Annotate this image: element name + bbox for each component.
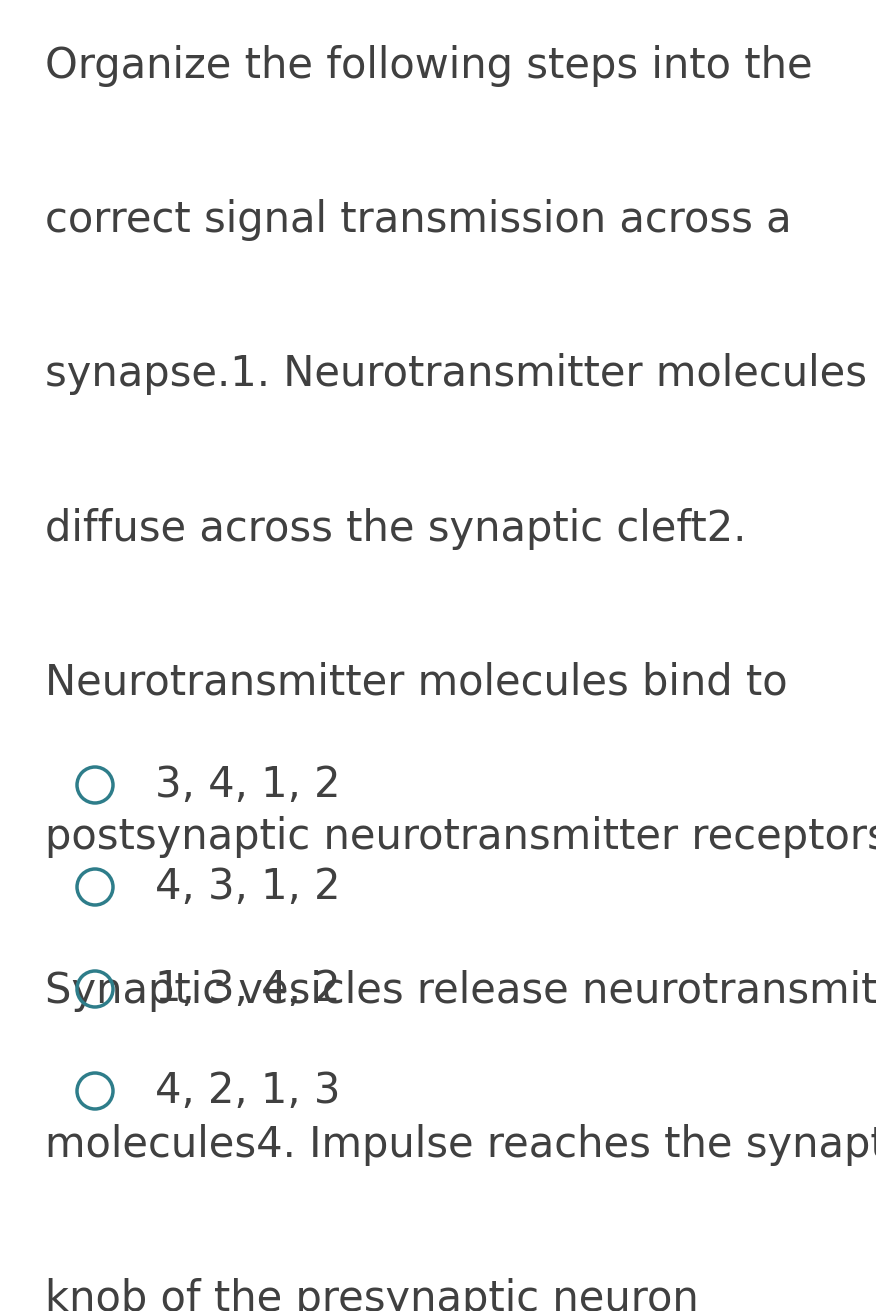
Text: 1, 3, 4, 2: 1, 3, 4, 2 bbox=[155, 968, 341, 1009]
Text: Synaptic vesicles release neurotransmitter: Synaptic vesicles release neurotransmitt… bbox=[45, 970, 876, 1012]
Text: correct signal transmission across a: correct signal transmission across a bbox=[45, 199, 792, 241]
Text: synapse.1. Neurotransmitter molecules: synapse.1. Neurotransmitter molecules bbox=[45, 354, 867, 396]
Text: diffuse across the synaptic cleft2.: diffuse across the synaptic cleft2. bbox=[45, 507, 746, 549]
Text: postsynaptic neurotransmitter receptors3.: postsynaptic neurotransmitter receptors3… bbox=[45, 815, 876, 857]
Text: 4, 2, 1, 3: 4, 2, 1, 3 bbox=[155, 1070, 341, 1112]
Text: knob of the presynaptic neuron: knob of the presynaptic neuron bbox=[45, 1278, 699, 1311]
Text: 4, 3, 1, 2: 4, 3, 1, 2 bbox=[155, 867, 341, 909]
Text: Organize the following steps into the: Organize the following steps into the bbox=[45, 45, 813, 87]
Text: molecules4. Impulse reaches the synaptic: molecules4. Impulse reaches the synaptic bbox=[45, 1124, 876, 1167]
Text: 3, 4, 1, 2: 3, 4, 1, 2 bbox=[155, 764, 341, 806]
Text: Neurotransmitter molecules bind to: Neurotransmitter molecules bind to bbox=[45, 662, 788, 704]
